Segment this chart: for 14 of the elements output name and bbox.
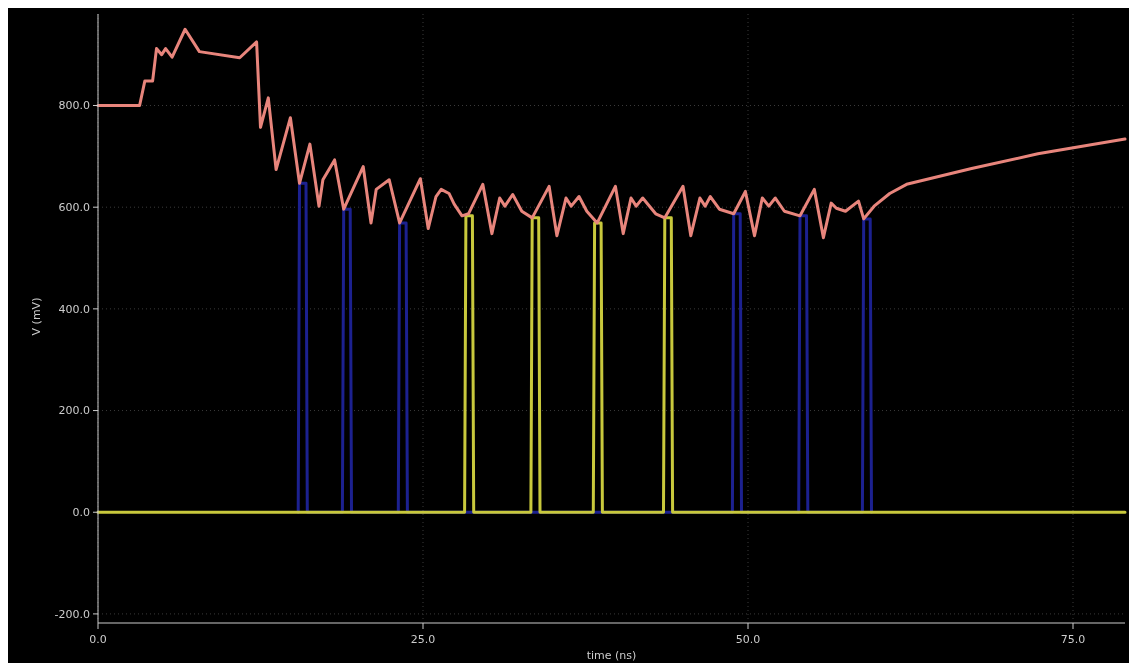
y-tick-label: 600.0 — [58, 201, 90, 215]
line-series — [96, 27, 1127, 240]
x-tick-label: 25.0 — [410, 633, 436, 646]
y-tick-label: 0.0 — [72, 506, 90, 520]
x-axis-title: time (ns) — [586, 649, 637, 662]
y-tick-label: 800.0 — [58, 99, 90, 113]
y-axis-title: V (mV) — [30, 297, 43, 336]
x-tick-label: 50.0 — [735, 633, 761, 646]
y-tick-label: 200.0 — [58, 404, 90, 418]
line-series — [96, 214, 1127, 514]
y-tick-label: -200.0 — [54, 607, 90, 621]
x-tick-label: 75.0 — [1060, 633, 1086, 646]
y-tick-label: 400.0 — [58, 302, 90, 316]
x-tick-label: 0.0 — [89, 633, 107, 646]
